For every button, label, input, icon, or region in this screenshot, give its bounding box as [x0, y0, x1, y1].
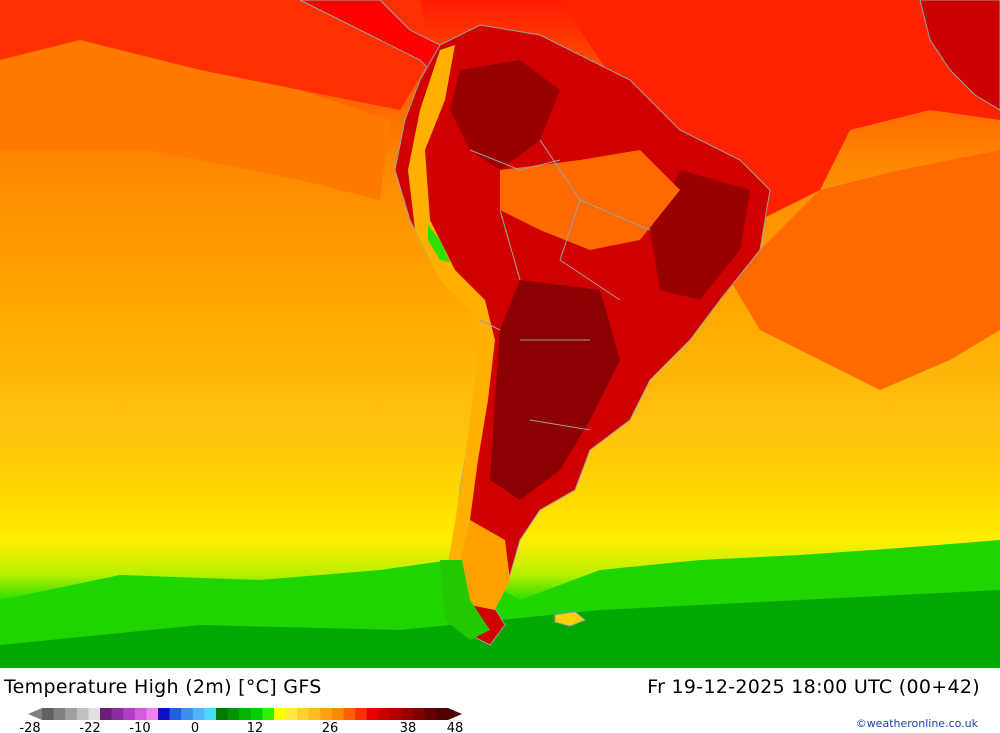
atlantic-orange-region	[730, 150, 1000, 390]
legend-tick-label: 12	[247, 721, 264, 733]
temperature-legend: -28 -22 -10 0 12 26 38 48	[19, 708, 463, 733]
legend-swatch	[424, 708, 437, 720]
valid-time: Fr 19-12-2025 18:00 UTC (00+42)	[647, 676, 980, 698]
legend-swatch	[436, 708, 449, 720]
legend-arrow-high	[448, 708, 462, 720]
falkland-islands	[554, 611, 586, 627]
legend-swatch	[285, 708, 298, 720]
chaco-extreme-heat	[490, 280, 620, 500]
legend-swatch	[343, 708, 356, 720]
pacific-warm-region	[0, 0, 430, 110]
legend-tick-labels: -28 -22 -10 0 12 26 38 48	[19, 721, 463, 733]
legend-swatch	[158, 708, 171, 720]
legend-swatch	[65, 708, 78, 720]
country-borders	[469, 139, 651, 431]
legend-arrow-low	[28, 708, 42, 720]
legend-tick-label: 38	[400, 721, 417, 733]
legend-swatch	[239, 708, 252, 720]
legend-tick-label: 26	[322, 721, 339, 733]
legend-swatch	[204, 708, 217, 720]
credit-link[interactable]: ©weatheronline.co.uk	[855, 717, 978, 730]
legend-swatch	[355, 708, 368, 720]
legend-swatch	[100, 708, 113, 720]
legend-swatch	[262, 708, 275, 720]
legend-swatch	[42, 708, 55, 720]
legend-swatch	[401, 708, 414, 720]
legend-swatch	[53, 708, 66, 720]
legend-swatch	[111, 708, 124, 720]
legend-swatch	[332, 708, 345, 720]
legend-tick-label: 48	[447, 721, 464, 733]
legend-swatch	[308, 708, 321, 720]
pacific-orange-region	[0, 40, 390, 200]
legend-swatch	[250, 708, 263, 720]
patagonia-green	[440, 560, 490, 640]
legend-swatch	[390, 708, 403, 720]
warm-atlantic-region	[560, 0, 1000, 220]
central-brazil-warm	[500, 150, 680, 250]
legend-swatch	[413, 708, 426, 720]
legend-tick-label: -28	[19, 721, 40, 733]
interior-extreme-heat	[450, 60, 560, 170]
temperature-map	[0, 0, 1000, 668]
legend-swatch	[134, 708, 147, 720]
legend-swatch	[192, 708, 205, 720]
brazil-extreme-heat	[650, 170, 750, 300]
legend-swatch	[297, 708, 310, 720]
legend-swatches	[28, 708, 462, 720]
legend-swatch	[227, 708, 240, 720]
legend-swatch	[88, 708, 101, 720]
legend-tick-label: -22	[79, 721, 100, 733]
map-title: Temperature High (2m) [°C] GFS	[4, 676, 322, 698]
legend-swatch	[378, 708, 391, 720]
legend-swatch	[366, 708, 379, 720]
andes-cool-strip	[408, 45, 495, 600]
legend-swatch	[169, 708, 182, 720]
legend-swatch	[320, 708, 333, 720]
legend-swatch	[76, 708, 89, 720]
patagonia-warm	[460, 520, 510, 610]
legend-swatch	[216, 708, 229, 720]
africa-land	[919, 0, 1000, 111]
legend-tick-label: 0	[191, 721, 199, 733]
andes-green-patch	[428, 225, 450, 262]
legend-swatch	[123, 708, 136, 720]
legend-swatch	[146, 708, 159, 720]
legend-swatch	[181, 708, 194, 720]
legend-tick-label: -10	[129, 721, 150, 733]
legend-swatch	[274, 708, 287, 720]
